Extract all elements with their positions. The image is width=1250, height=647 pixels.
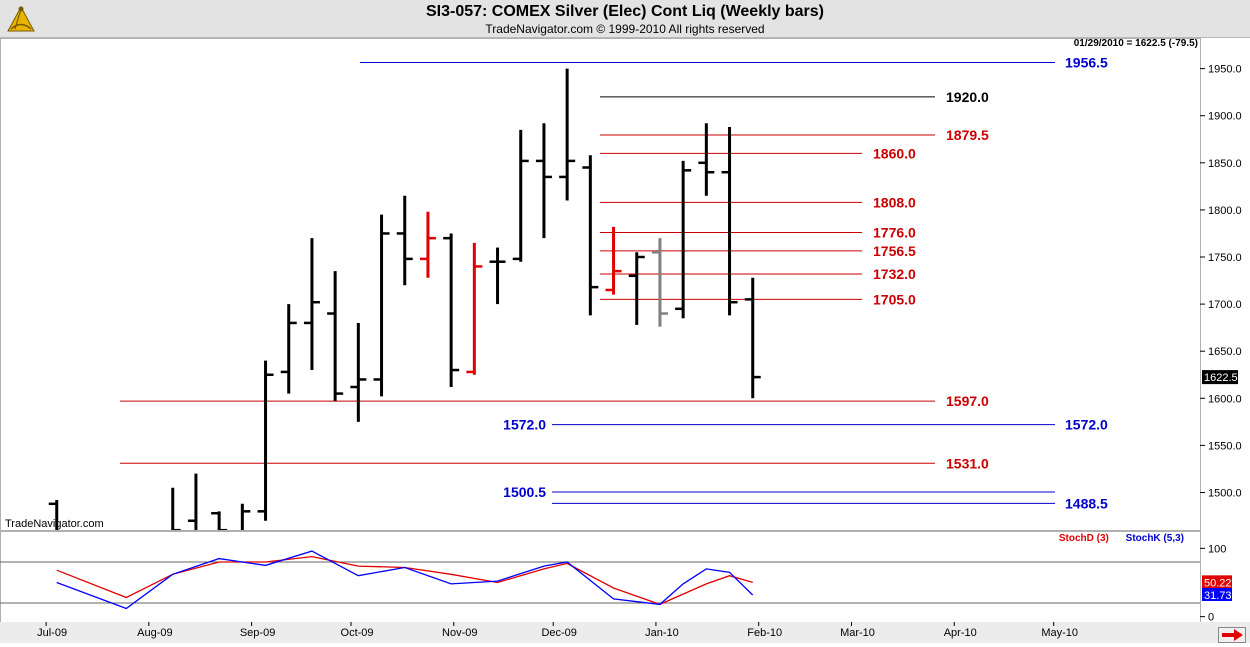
time-axis-label: Mar-10 bbox=[840, 627, 875, 639]
level-label-1756.5: 1756.5 bbox=[873, 243, 916, 259]
time-axis-label: Jan-10 bbox=[645, 627, 679, 639]
indicator-panel-frame bbox=[0, 531, 1201, 623]
level-label-1808.0: 1808.0 bbox=[873, 194, 916, 210]
stoch-last-label-d: 50.22 bbox=[1204, 577, 1232, 589]
price-tick-label: 1500.0 bbox=[1208, 488, 1242, 500]
price-tick-label: 1650.0 bbox=[1208, 346, 1242, 358]
level-label-1860.0: 1860.0 bbox=[873, 145, 916, 161]
level-label-1732.0: 1732.0 bbox=[873, 266, 916, 282]
stochd-legend: StochD (3) bbox=[1058, 533, 1109, 544]
copyright-text: TradeNavigator.com © 1999-2010 All right… bbox=[485, 22, 765, 36]
level-label-left-1500.5: 1500.5 bbox=[503, 484, 546, 500]
price-tick-label: 1850.0 bbox=[1208, 158, 1242, 170]
indicator-legend: StochD (3) StochK (5,3) bbox=[1045, 533, 1184, 544]
time-axis-label: Apr-10 bbox=[944, 627, 977, 639]
stoch-last-box-k bbox=[1202, 587, 1232, 601]
price-tick-label: 1750.0 bbox=[1208, 252, 1242, 264]
price-tick-label: 1550.0 bbox=[1208, 440, 1242, 452]
price-tick-label: 1600.0 bbox=[1208, 393, 1242, 405]
stoch-line-d bbox=[56, 555, 753, 606]
chart-title: SI3-057: COMEX Silver (Elec) Cont Liq (W… bbox=[425, 3, 825, 20]
level-label-1531.0: 1531.0 bbox=[946, 455, 989, 471]
scroll-right-button[interactable] bbox=[1218, 627, 1246, 643]
time-axis-label: Sep-09 bbox=[240, 627, 275, 639]
chart-header: SI3-057: COMEX Silver (Elec) Cont Liq (W… bbox=[0, 0, 1250, 38]
time-axis-label: Nov-09 bbox=[442, 627, 477, 639]
sextant-icon bbox=[7, 5, 35, 32]
time-axis-label: May-10 bbox=[1041, 627, 1078, 639]
last-price-readout: 01/29/2010 = 1622.5 (-79.5) bbox=[1073, 38, 1198, 49]
time-axis-label: Dec-09 bbox=[541, 627, 576, 639]
price-tick-label: 1950.0 bbox=[1208, 64, 1242, 76]
level-label-1956.5: 1956.5 bbox=[1065, 54, 1108, 70]
watermark-text: TradeNavigator.com bbox=[5, 518, 104, 530]
price-tick-label: 1800.0 bbox=[1208, 205, 1242, 217]
arrow-right-icon bbox=[1222, 629, 1243, 641]
stoch-last-label-k: 31.73 bbox=[1204, 590, 1232, 602]
time-axis-label: Feb-10 bbox=[747, 627, 782, 639]
stoch-tick-label: 100 bbox=[1208, 543, 1226, 555]
stoch-last-box-d bbox=[1202, 575, 1232, 589]
level-label-1879.5: 1879.5 bbox=[946, 127, 989, 143]
time-axis-label: Aug-09 bbox=[137, 627, 172, 639]
time-axis-label: Oct-09 bbox=[341, 627, 374, 639]
last-price-label: 1622.5 bbox=[1204, 372, 1238, 384]
time-axis-background bbox=[0, 622, 1250, 643]
stoch-line-k bbox=[56, 550, 754, 610]
price-tick-label: 1900.0 bbox=[1208, 111, 1242, 123]
time-axis-label: Jul-09 bbox=[37, 627, 67, 639]
stoch-tick-label: 0 bbox=[1208, 612, 1214, 624]
level-label-1572.0: 1572.0 bbox=[1065, 417, 1108, 433]
price-tick-label: 1700.0 bbox=[1208, 299, 1242, 311]
level-label-1597.0: 1597.0 bbox=[946, 393, 989, 409]
price-panel-frame bbox=[0, 38, 1201, 531]
level-label-left-1572.0: 1572.0 bbox=[503, 417, 546, 433]
level-label-1705.0: 1705.0 bbox=[873, 291, 916, 307]
level-label-1776.0: 1776.0 bbox=[873, 225, 916, 241]
level-label-1488.5: 1488.5 bbox=[1065, 495, 1108, 511]
stochk-legend: StochK (5,3) bbox=[1125, 533, 1184, 544]
level-label-1920.0: 1920.0 bbox=[946, 89, 989, 105]
last-price-box bbox=[1202, 370, 1238, 385]
